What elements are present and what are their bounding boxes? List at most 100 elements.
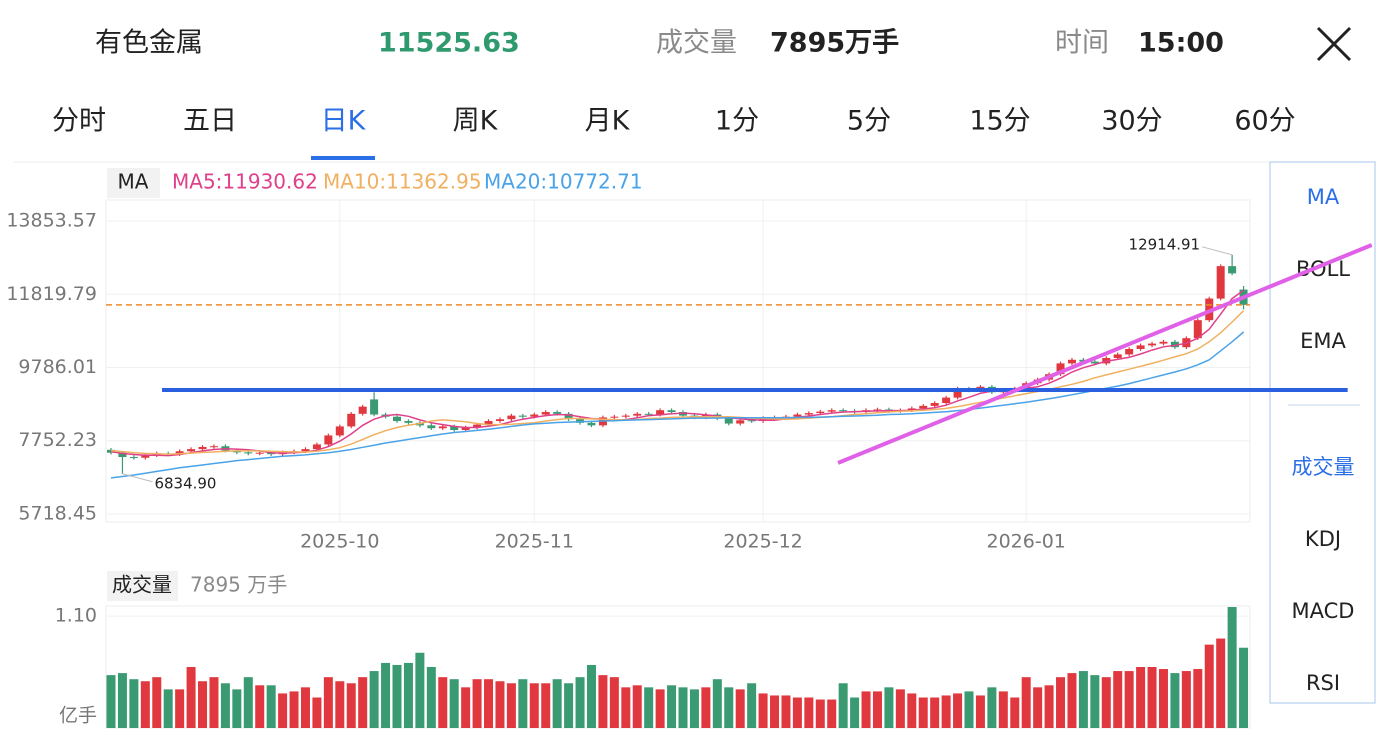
- tab[interactable]: 五日: [183, 106, 237, 137]
- volume-bar: [770, 695, 780, 728]
- ma-line: [110, 331, 1245, 479]
- candle-body: [736, 420, 745, 424]
- volume-value: 7895 万手: [190, 573, 287, 597]
- legend-entry: MA20:10772.71: [484, 170, 643, 194]
- indicator-option[interactable]: MA: [1307, 185, 1340, 209]
- y-tick-label: 9786.01: [18, 356, 97, 378]
- candle-body: [804, 413, 813, 415]
- volume-bar: [941, 695, 951, 728]
- x-tick-label: 2025-10: [300, 531, 379, 553]
- candle-body: [1148, 343, 1157, 346]
- indicator-option[interactable]: EMA: [1300, 329, 1346, 353]
- volume-bar: [1044, 685, 1054, 728]
- candle-body: [1159, 341, 1168, 344]
- candle-body: [907, 408, 916, 411]
- volume-bar: [552, 679, 562, 728]
- candle-body: [1113, 354, 1122, 358]
- volume-bar: [198, 681, 208, 728]
- volume-bar: [312, 697, 322, 728]
- candle-body: [507, 415, 516, 420]
- volume-bar: [323, 677, 333, 728]
- candle-body: [358, 406, 367, 414]
- volume-bar: [781, 695, 791, 728]
- volume-bar: [152, 677, 162, 728]
- volume-bar: [621, 687, 631, 728]
- volume-bar: [1113, 671, 1123, 728]
- volume-bar: [255, 685, 265, 728]
- tab[interactable]: 1分: [715, 106, 759, 137]
- volume-bar: [1204, 644, 1214, 728]
- volume-bar: [1067, 673, 1077, 728]
- volume-bar: [243, 677, 253, 728]
- sector-name: 有色金属: [95, 28, 203, 59]
- low-label: 6834.90: [154, 474, 216, 492]
- candle-body: [198, 446, 207, 450]
- candle-body: [667, 410, 676, 413]
- tab[interactable]: 5分: [847, 106, 891, 137]
- candle-body: [942, 397, 951, 404]
- indicator-option[interactable]: BOLL: [1296, 257, 1350, 281]
- candle-body: [484, 421, 493, 425]
- volume-bar: [1010, 697, 1020, 728]
- tab[interactable]: 15分: [969, 106, 1030, 137]
- volume-bar: [1021, 677, 1031, 728]
- time-label: 时间: [1055, 28, 1109, 59]
- ma-badge: [107, 168, 160, 198]
- candle-body: [301, 449, 310, 452]
- candle-body: [461, 427, 470, 431]
- volume-bar: [1147, 667, 1157, 728]
- tab[interactable]: 30分: [1101, 106, 1162, 137]
- volume-title: 成交量: [112, 573, 172, 597]
- indicator-option[interactable]: KDJ: [1305, 527, 1341, 551]
- indicator-option[interactable]: RSI: [1306, 671, 1340, 695]
- candle-body: [747, 420, 756, 422]
- volume-bar: [381, 662, 391, 728]
- volume-bar: [392, 664, 402, 728]
- volume-bar: [461, 687, 471, 728]
- candle-body: [244, 452, 253, 454]
- volume-bar: [1090, 675, 1100, 728]
- x-tick-label: 2026-01: [987, 531, 1066, 553]
- close-button[interactable]: [1316, 26, 1352, 62]
- volume-bar: [209, 677, 219, 728]
- time: 15:00: [1138, 28, 1224, 59]
- ma-line: [110, 289, 1245, 457]
- volume-bar: [1033, 687, 1043, 728]
- volume-bar: [586, 664, 596, 728]
- legend-entry: MA5:11930.62: [172, 170, 318, 194]
- candle-body: [312, 444, 321, 450]
- candle-body: [427, 425, 436, 429]
- volume-bar: [792, 697, 802, 728]
- volume-bar: [1193, 669, 1203, 728]
- y-tick-label: 7752.23: [18, 429, 97, 451]
- tab[interactable]: 月K: [585, 106, 631, 137]
- volume-bar: [678, 687, 688, 728]
- volume-bar: [415, 652, 425, 728]
- candle-body: [827, 410, 836, 412]
- indicator-option[interactable]: 成交量: [1292, 455, 1355, 479]
- candle-body: [187, 449, 196, 452]
- candle-body: [793, 414, 802, 417]
- volume-bar: [609, 677, 619, 728]
- volume-bar: [438, 677, 448, 728]
- volume-bar: [1181, 671, 1191, 728]
- volume-bar: [1158, 669, 1168, 728]
- candle-body: [1067, 359, 1076, 364]
- candle-body: [919, 405, 928, 409]
- volume-bar: [335, 681, 345, 728]
- tab[interactable]: 60分: [1234, 106, 1295, 137]
- candle-body: [1090, 361, 1099, 364]
- volume-bar: [1239, 647, 1249, 728]
- legend-title: MA: [118, 170, 149, 194]
- candle-body: [953, 388, 962, 398]
- high-leader: [1201, 246, 1233, 256]
- tab[interactable]: 分时: [52, 106, 106, 137]
- volume-bar: [232, 689, 242, 728]
- tab[interactable]: 周K: [453, 106, 499, 137]
- candle-body: [175, 451, 184, 455]
- volume-bar: [644, 687, 654, 728]
- indicator-option[interactable]: MACD: [1292, 599, 1355, 623]
- volume-bar: [701, 687, 711, 728]
- volume-bar: [541, 683, 551, 728]
- tab[interactable]: 日K: [321, 106, 367, 137]
